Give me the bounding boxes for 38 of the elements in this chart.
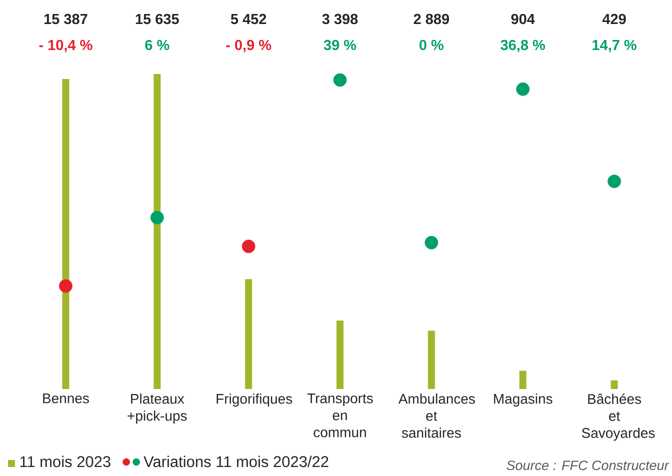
legend-label: 11 mois 2023 [20,456,110,468]
bar [519,370,526,389]
bar [62,78,70,389]
data-label: - 0,9 % [226,40,272,52]
data-label: 2 889 [414,14,450,24]
x-tick-label: Bennes [43,394,89,404]
point [608,174,621,188]
data-label: 3 398 [322,14,358,24]
data-label: - 10,4 % [39,40,92,52]
x-tick-label: Ambulances et sanitaires [398,394,475,438]
data-label: 15 635 [136,14,179,24]
bar [154,74,161,389]
point [333,73,347,87]
data-label: 904 [511,14,535,24]
data-label: 5 452 [230,14,266,24]
x-tick-label: Bâchées et Savoyardes [582,394,655,441]
bar [610,380,618,389]
x-tick-label: Transports en commun [307,394,373,438]
source-note: Source : FFC Constructeur [506,460,670,470]
data-label: 0 % [420,40,444,50]
x-tick-label: Plateaux +pick-ups [128,394,187,424]
bar [245,279,252,389]
point [516,82,530,96]
point [242,240,256,254]
point [424,236,438,250]
point [59,279,72,293]
data-label: 14,7 % [592,40,636,52]
x-tick-label: Magasins [494,394,552,407]
data-label: 429 [602,14,626,24]
bar [336,320,344,389]
data-label: 6 % [145,40,170,50]
point [150,210,164,224]
bar [428,330,435,389]
data-label: 39 % [324,40,356,50]
x-tick-label: Frigorifiques [216,394,292,407]
data-label: 36,8 % [500,40,546,52]
data-label: 15 387 [44,14,88,24]
legend-label: Variations 11 mois 2023/22 [144,456,328,468]
